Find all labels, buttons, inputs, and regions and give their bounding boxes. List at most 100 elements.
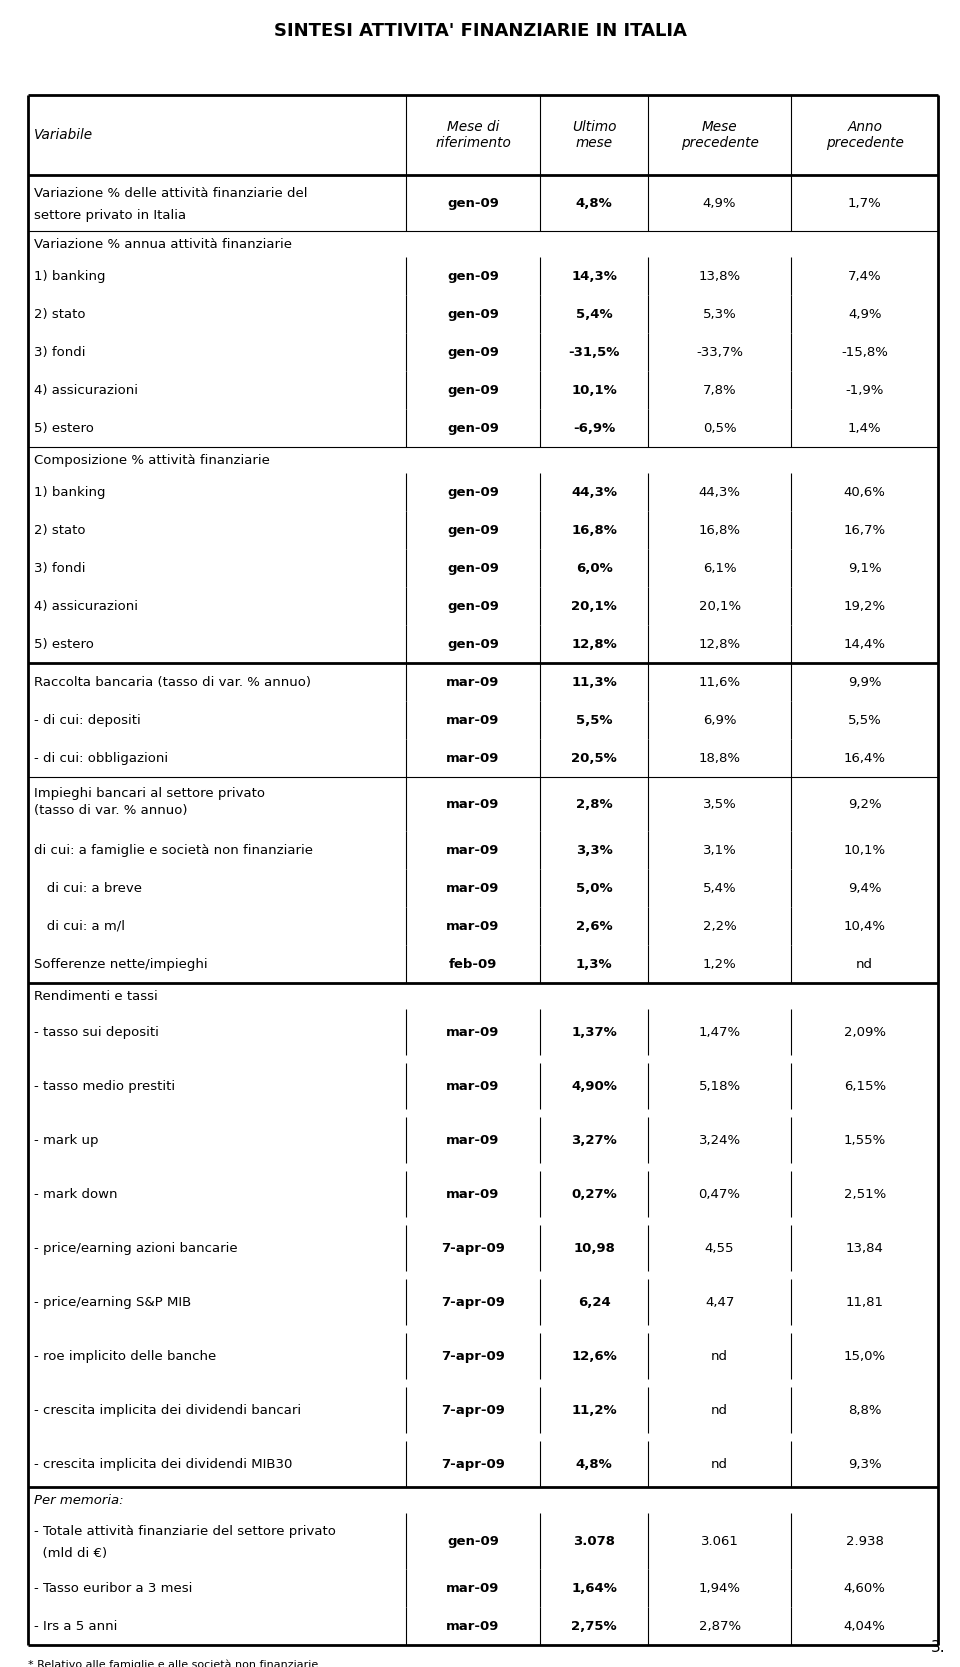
Text: 1,37%: 1,37% (571, 1025, 617, 1039)
Text: 4,90%: 4,90% (571, 1080, 617, 1092)
Text: 19,2%: 19,2% (844, 600, 886, 612)
Text: 1,47%: 1,47% (699, 1025, 741, 1039)
Text: 5,0%: 5,0% (576, 882, 612, 895)
Text: mar-09: mar-09 (446, 882, 499, 895)
Text: 3.061: 3.061 (701, 1535, 738, 1547)
Text: 3,5%: 3,5% (703, 797, 736, 810)
Text: 5,4%: 5,4% (703, 882, 736, 895)
Text: 9,9%: 9,9% (848, 675, 881, 688)
Text: 2,2%: 2,2% (703, 920, 736, 932)
Text: 20,5%: 20,5% (571, 752, 617, 765)
Text: 7-apr-09: 7-apr-09 (441, 1242, 505, 1255)
Text: 11,6%: 11,6% (699, 675, 741, 688)
Text: Raccolta bancaria (tasso di var. % annuo): Raccolta bancaria (tasso di var. % annuo… (34, 675, 311, 688)
Text: Variabile: Variabile (34, 128, 93, 142)
Text: 6,1%: 6,1% (703, 562, 736, 575)
Text: 4,8%: 4,8% (576, 1457, 612, 1470)
Text: 2) stato: 2) stato (34, 307, 85, 320)
Text: - mark down: - mark down (34, 1187, 117, 1200)
Text: 16,8%: 16,8% (571, 523, 617, 537)
Text: - di cui: depositi: - di cui: depositi (34, 713, 141, 727)
Text: Anno
precedente: Anno precedente (826, 120, 903, 150)
Text: Composizione % attività finanziarie: Composizione % attività finanziarie (34, 453, 270, 467)
Text: 11,81: 11,81 (846, 1295, 884, 1309)
Text: 2.938: 2.938 (846, 1535, 884, 1547)
Text: - Tasso euribor a 3 mesi: - Tasso euribor a 3 mesi (34, 1582, 192, 1595)
Text: 4,9%: 4,9% (848, 307, 881, 320)
Text: Sofferenze nette/impieghi: Sofferenze nette/impieghi (34, 957, 207, 970)
Text: 3,27%: 3,27% (571, 1134, 617, 1147)
Text: - crescita implicita dei dividendi bancari: - crescita implicita dei dividendi banca… (34, 1404, 301, 1417)
Text: 4) assicurazioni: 4) assicurazioni (34, 383, 138, 397)
Text: 1,7%: 1,7% (848, 197, 881, 210)
Text: - tasso sui depositi: - tasso sui depositi (34, 1025, 158, 1039)
Text: 14,3%: 14,3% (571, 270, 617, 282)
Text: nd: nd (856, 957, 874, 970)
Text: 2,6%: 2,6% (576, 920, 612, 932)
Text: di cui: a m/l: di cui: a m/l (34, 920, 125, 932)
Text: Impieghi bancari al settore privato: Impieghi bancari al settore privato (34, 787, 265, 800)
Text: mar-09: mar-09 (446, 1134, 499, 1147)
Text: Variazione % delle attività finanziarie del: Variazione % delle attività finanziarie … (34, 187, 307, 200)
Text: - tasso medio prestiti: - tasso medio prestiti (34, 1080, 175, 1092)
Text: 16,7%: 16,7% (844, 523, 886, 537)
Text: (tasso di var. % annuo): (tasso di var. % annuo) (34, 803, 187, 817)
Text: 18,8%: 18,8% (699, 752, 740, 765)
Text: 20,1%: 20,1% (699, 600, 741, 612)
Text: 9,3%: 9,3% (848, 1457, 881, 1470)
Text: 6,15%: 6,15% (844, 1080, 886, 1092)
Text: mar-09: mar-09 (446, 752, 499, 765)
Text: 4,47: 4,47 (705, 1295, 734, 1309)
Text: gen-09: gen-09 (447, 383, 499, 397)
Text: 0,5%: 0,5% (703, 422, 736, 435)
Text: -6,9%: -6,9% (573, 422, 615, 435)
Text: nd: nd (711, 1350, 728, 1362)
Text: 1,64%: 1,64% (571, 1582, 617, 1595)
Text: 1,55%: 1,55% (844, 1134, 886, 1147)
Text: -31,5%: -31,5% (568, 345, 620, 358)
Text: 1,3%: 1,3% (576, 957, 612, 970)
Text: 11,2%: 11,2% (571, 1404, 617, 1417)
Text: 7-apr-09: 7-apr-09 (441, 1350, 505, 1362)
Text: gen-09: gen-09 (447, 307, 499, 320)
Text: 0,27%: 0,27% (571, 1187, 617, 1200)
Text: Mese di
riferimento: Mese di riferimento (435, 120, 511, 150)
Text: 9,2%: 9,2% (848, 797, 881, 810)
Text: 10,98: 10,98 (573, 1242, 615, 1255)
Text: - roe implicito delle banche: - roe implicito delle banche (34, 1350, 216, 1362)
Text: 1,94%: 1,94% (699, 1582, 740, 1595)
Text: gen-09: gen-09 (447, 1535, 499, 1547)
Text: 16,4%: 16,4% (844, 752, 886, 765)
Text: -15,8%: -15,8% (841, 345, 888, 358)
Text: gen-09: gen-09 (447, 345, 499, 358)
Text: (mld di €): (mld di €) (34, 1547, 108, 1560)
Text: 5,3%: 5,3% (703, 307, 736, 320)
Text: 10,4%: 10,4% (844, 920, 886, 932)
Text: Mese
precedente: Mese precedente (681, 120, 758, 150)
Text: - Totale attività finanziarie del settore privato: - Totale attività finanziarie del settor… (34, 1525, 336, 1539)
Text: mar-09: mar-09 (446, 920, 499, 932)
Text: 13,84: 13,84 (846, 1242, 884, 1255)
Text: gen-09: gen-09 (447, 485, 499, 498)
Text: - price/earning azioni bancarie: - price/earning azioni bancarie (34, 1242, 238, 1255)
Text: gen-09: gen-09 (447, 600, 499, 612)
Text: mar-09: mar-09 (446, 797, 499, 810)
Text: 4,8%: 4,8% (576, 197, 612, 210)
Text: 2,09%: 2,09% (844, 1025, 886, 1039)
Text: 5) estero: 5) estero (34, 422, 94, 435)
Text: 5,4%: 5,4% (576, 307, 612, 320)
Text: gen-09: gen-09 (447, 637, 499, 650)
Text: 16,8%: 16,8% (699, 523, 740, 537)
Text: - price/earning S&P MIB: - price/earning S&P MIB (34, 1295, 191, 1309)
Text: 1,2%: 1,2% (703, 957, 736, 970)
Text: 6,9%: 6,9% (703, 713, 736, 727)
Text: 3.078: 3.078 (573, 1535, 615, 1547)
Text: 1) banking: 1) banking (34, 485, 106, 498)
Text: - crescita implicita dei dividendi MIB30: - crescita implicita dei dividendi MIB30 (34, 1457, 293, 1470)
Text: settore privato in Italia: settore privato in Italia (34, 208, 186, 222)
Text: feb-09: feb-09 (449, 957, 497, 970)
Text: 5) estero: 5) estero (34, 637, 94, 650)
Text: 6,0%: 6,0% (576, 562, 612, 575)
Text: 10,1%: 10,1% (844, 844, 886, 857)
Text: mar-09: mar-09 (446, 1080, 499, 1092)
